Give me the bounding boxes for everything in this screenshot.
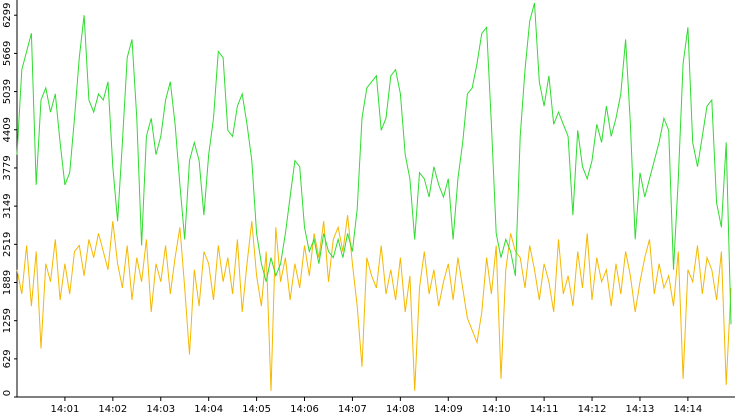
y-tick-label: 2519 <box>2 232 13 257</box>
y-tick-label: 4409 <box>2 117 13 142</box>
series-line <box>16 2 732 325</box>
y-tick-label: 1259 <box>2 308 13 333</box>
x-tick-label: 14:05 <box>242 404 271 415</box>
x-tick-label: 14:03 <box>146 404 175 415</box>
x-tick-label: 14:10 <box>482 404 511 415</box>
y-tick-label: 5039 <box>2 79 13 104</box>
x-tick-label: 14:04 <box>194 404 223 415</box>
y-tick-label: 3149 <box>2 193 13 218</box>
y-tick-label: 5669 <box>2 41 13 66</box>
y-tick-label: 0 <box>2 390 13 396</box>
x-tick-label: 14:11 <box>530 404 559 415</box>
x-tick-label: 14:07 <box>338 404 367 415</box>
x-tick-label: 14:08 <box>386 404 415 415</box>
y-tick-label: 3779 <box>2 155 13 180</box>
x-tick-label: 14:12 <box>578 404 607 415</box>
y-tick-label: 6299 <box>2 2 13 27</box>
series-line <box>16 215 732 391</box>
x-tick-label: 14:01 <box>51 404 80 415</box>
x-tick-label: 14:09 <box>434 404 463 415</box>
x-tick-label: 14:06 <box>290 404 319 415</box>
x-tick-label: 14:02 <box>98 404 127 415</box>
y-tick-label: 1889 <box>2 270 13 295</box>
x-tick-label: 14:14 <box>673 404 702 415</box>
x-tick-label: 14:13 <box>626 404 655 415</box>
y-tick-label: 629 <box>2 349 13 368</box>
